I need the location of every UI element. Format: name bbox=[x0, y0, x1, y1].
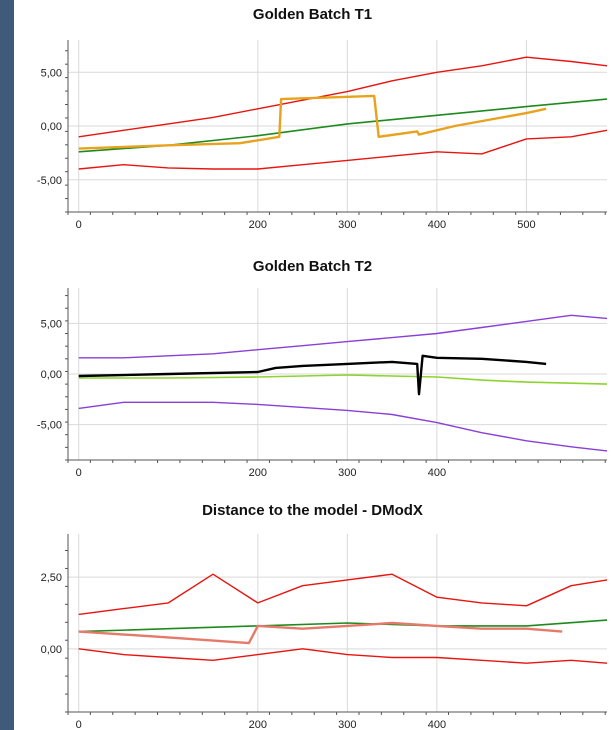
x-tick-label: 400 bbox=[428, 219, 446, 231]
x-tick-label: 200 bbox=[249, 719, 267, 730]
chart-dmodx: 0 200 300 400 2,50 0,00 bbox=[41, 534, 608, 730]
y-tick-label: 0,00 bbox=[41, 644, 62, 656]
chart-panel-dmodx: Distance to the model - DModX 0 200 300 400… bbox=[14, 490, 611, 730]
series-line-batch bbox=[78, 621, 563, 645]
chart-title-t1: Golden Batch T1 bbox=[252, 6, 373, 23]
chart-title-t2: Golden Batch T2 bbox=[252, 258, 373, 275]
series-line-lower-limit bbox=[78, 401, 608, 452]
x-tick-label: 200 bbox=[249, 219, 267, 231]
series-line-lower-limit bbox=[78, 648, 608, 664]
series-line-mean bbox=[78, 619, 608, 633]
x-tick-label: 300 bbox=[338, 719, 356, 730]
side-strip bbox=[0, 0, 14, 730]
series-line-upper-limit bbox=[78, 314, 608, 359]
series-line-mean bbox=[78, 374, 608, 385]
chart-t1: 0 200 300 400 500 5,00 0,00 -5,00 bbox=[37, 40, 608, 231]
y-tick-label: 0,00 bbox=[41, 121, 62, 133]
y-tick-label: -5,00 bbox=[37, 175, 62, 187]
y-tick-label: 5,00 bbox=[41, 318, 62, 330]
x-tick-label: 300 bbox=[338, 467, 356, 479]
y-tick-label: 5,00 bbox=[41, 67, 62, 79]
x-tick-label: 400 bbox=[428, 467, 446, 479]
x-tick-label: 0 bbox=[76, 467, 82, 479]
chart-panel-t2: Golden Batch T2 0 200 300 400 5,00 0,00 -5,00 bbox=[14, 246, 611, 479]
x-tick-label: 500 bbox=[517, 219, 535, 231]
series-line-lower-limit bbox=[78, 129, 608, 170]
x-tick-label: 200 bbox=[249, 467, 267, 479]
y-tick-label: 2,50 bbox=[41, 572, 62, 584]
series-line-upper-limit bbox=[78, 56, 608, 138]
series-line-batch bbox=[78, 94, 547, 150]
chart-panel-t1: Golden Batch T1 0 200 300 400 500 5,00 0,00 -5,… bbox=[14, 0, 611, 231]
series-line-upper-limit bbox=[78, 573, 608, 616]
y-tick-label: -5,00 bbox=[37, 420, 62, 432]
x-tick-label: 0 bbox=[76, 219, 82, 231]
x-tick-label: 0 bbox=[76, 719, 82, 730]
chart-t2: 0 200 300 400 5,00 0,00 -5,00 bbox=[37, 288, 608, 479]
x-tick-label: 300 bbox=[338, 219, 356, 231]
y-tick-label: 0,00 bbox=[41, 369, 62, 381]
series-line-batch bbox=[78, 354, 547, 396]
chart-title-dmodx: Distance to the model - DModX bbox=[202, 502, 423, 519]
x-tick-label: 400 bbox=[428, 719, 446, 730]
